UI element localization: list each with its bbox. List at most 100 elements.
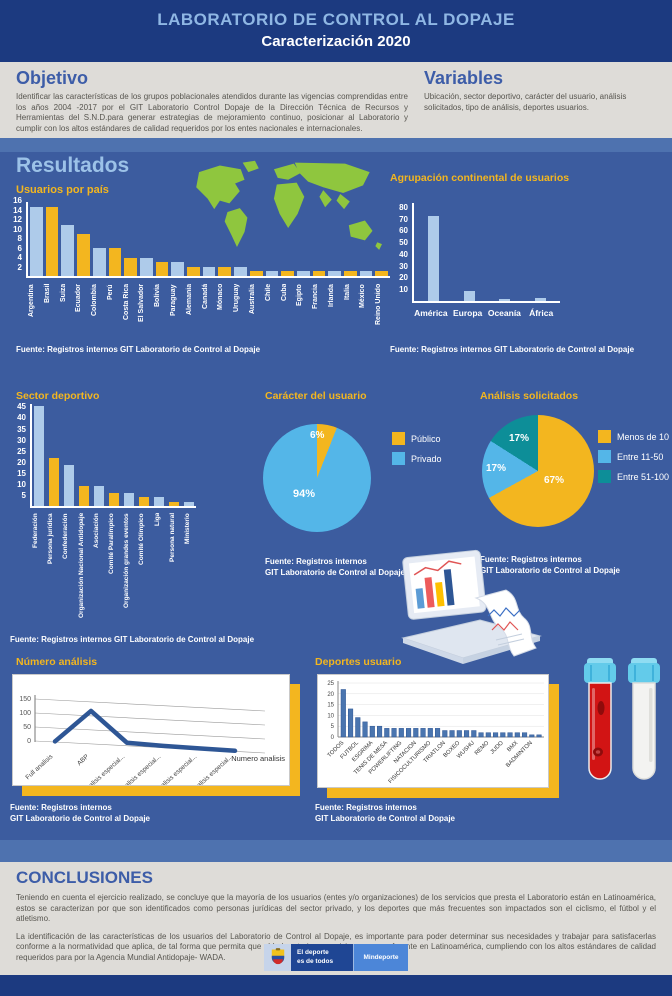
axis-tick: 60 bbox=[399, 226, 408, 236]
variables-heading: Variables bbox=[424, 68, 504, 88]
svg-text:150: 150 bbox=[19, 696, 31, 703]
continent-label: Europa bbox=[452, 308, 483, 318]
axis-tick: 40 bbox=[399, 249, 408, 259]
legend-analisis: Menos de 10 Entre 11-50 Entre 51-100 bbox=[598, 430, 669, 483]
axis-tick: 20 bbox=[17, 457, 26, 467]
bar-América bbox=[428, 215, 440, 301]
axis-tick: 10 bbox=[13, 224, 22, 234]
bar-Australia bbox=[249, 271, 263, 276]
bar-Comité Olímpico bbox=[139, 497, 149, 506]
bar-Liga bbox=[154, 497, 164, 506]
bar-Perú bbox=[108, 248, 122, 276]
chart-continental-labels: América Europa Oceanía África bbox=[412, 308, 560, 318]
bar-Colombia bbox=[92, 248, 106, 276]
mindeporte-wordmark: Mindeporte bbox=[353, 944, 408, 971]
axis-tick: 25 bbox=[17, 446, 26, 456]
objetivo-text: Identificar las características de los g… bbox=[16, 92, 408, 133]
legend-item: Menos de 10 bbox=[598, 430, 669, 443]
svg-text:REMO: REMO bbox=[474, 740, 491, 757]
pie-slice-label: 94% bbox=[293, 488, 316, 500]
sector-label: Organización grandes eventos bbox=[123, 513, 131, 608]
bar-Asociación bbox=[94, 486, 104, 506]
country-label: Ecuador bbox=[75, 284, 83, 313]
chart-title-sector: Sector deportivo bbox=[16, 390, 100, 402]
bar-Persona natural bbox=[169, 501, 179, 506]
source-note: Fuente: Registros internos GIT Laboratori… bbox=[265, 557, 406, 578]
continent-label: África bbox=[529, 308, 554, 318]
country-label: Bolivia bbox=[154, 284, 162, 307]
legend-item: Público bbox=[392, 432, 442, 445]
bar-África bbox=[534, 297, 546, 301]
pie-slice-label: 17% bbox=[486, 463, 507, 474]
legend-swatch bbox=[392, 432, 405, 445]
country-label: Argentina bbox=[28, 284, 35, 317]
laptop-report-illustration bbox=[401, 549, 542, 664]
bar-México bbox=[359, 271, 373, 276]
bar-Francia bbox=[312, 271, 326, 276]
axis-tick: 35 bbox=[17, 424, 26, 434]
continent-label: Oceanía bbox=[487, 308, 521, 318]
chart-title-continental: Agrupación continental de usuarios bbox=[390, 172, 570, 184]
page-title: LABORATORIO DE CONTROL AL DOPAJE bbox=[157, 10, 515, 29]
chart-title-deportes: Deportes usuario bbox=[315, 656, 402, 668]
axis-tick: 8 bbox=[17, 234, 22, 243]
svg-text:20: 20 bbox=[327, 692, 334, 698]
bar-Uruguay bbox=[234, 266, 247, 276]
conclusiones-p1: Teniendo en cuenta el ejercicio realizad… bbox=[16, 893, 656, 924]
bar-Federación bbox=[34, 406, 44, 506]
svg-text:Full analisis: Full analisis bbox=[24, 753, 54, 781]
bar-Brasil bbox=[45, 206, 59, 276]
bar-Persona jurídica bbox=[49, 458, 59, 506]
bar-Chile bbox=[265, 271, 279, 276]
axis-tick: 45 bbox=[17, 402, 26, 412]
axis-tick: 80 bbox=[399, 202, 408, 212]
legend-swatch bbox=[392, 452, 405, 465]
bar-Costa Rica bbox=[124, 257, 137, 276]
chart-panel-deportes: 0 5 10 15 20 25 TODOS FUTBOL ESGRIMA TENIS DE MES… bbox=[317, 674, 549, 788]
svg-text:BADMINTON: BADMINTON bbox=[505, 740, 534, 769]
country-label: Egipto bbox=[296, 284, 304, 306]
chart-panel-numero: 150 100 50 0 Full analisis ABP Analisis especi… bbox=[12, 674, 290, 794]
country-label: Alemania bbox=[185, 284, 193, 316]
variables-section: Variables Ubicación, sector deportivo, c… bbox=[424, 68, 656, 113]
conclusiones-heading: CONCLUSIONES bbox=[16, 868, 153, 887]
bar-Ministerio bbox=[184, 501, 194, 506]
svg-text:Numero analisis: Numero analisis bbox=[231, 754, 285, 763]
bar-Suiza bbox=[61, 225, 75, 276]
sector-label: Ministerio bbox=[183, 513, 191, 544]
pie-caracter-usuario: 6% 94% bbox=[263, 424, 371, 532]
bar-Canadá bbox=[202, 266, 216, 276]
svg-text:50: 50 bbox=[23, 724, 31, 731]
chart-usuarios-pais-labels: Argentina Brasil Suiza Ecuador Colombia Perú C… bbox=[26, 284, 390, 340]
sector-label: Persona jurídica bbox=[47, 513, 55, 564]
pie-slice-label: 67% bbox=[544, 475, 565, 486]
svg-text:0: 0 bbox=[27, 738, 31, 745]
svg-text:5: 5 bbox=[331, 724, 335, 730]
chart-usuarios-pais: 2 4 6 8 10 12 14 16 bbox=[13, 197, 390, 278]
sector-label: Persona natural bbox=[168, 513, 176, 563]
sector-label: Liga bbox=[153, 513, 161, 527]
legend-item: Entre 51-100 bbox=[598, 470, 669, 483]
country-label: Canadá bbox=[201, 284, 209, 310]
legend-label: Privado bbox=[411, 453, 442, 464]
axis-tick: 4 bbox=[17, 253, 22, 262]
bar-Argentina bbox=[30, 206, 43, 276]
legend-item: Privado bbox=[392, 452, 442, 465]
intro-panel: Objetivo Identificar las características… bbox=[0, 62, 672, 138]
bar-El Salvador bbox=[139, 257, 153, 276]
divider-band bbox=[0, 840, 672, 862]
axis-tick: 14 bbox=[13, 205, 22, 215]
axis-tick: 70 bbox=[399, 214, 408, 224]
source-note: Fuente: Registros internos GIT Laboratori… bbox=[315, 803, 456, 824]
country-label: Cuba bbox=[280, 284, 288, 302]
sector-label: Asociación bbox=[92, 513, 100, 548]
sector-label: Organización Nacional Antidopaje bbox=[77, 513, 85, 619]
bar-Comité Paralímpico bbox=[109, 492, 119, 506]
country-label: Brasil bbox=[43, 284, 51, 304]
sector-label: Comité Paralímpico bbox=[107, 513, 115, 574]
sector-label: Confederación bbox=[62, 513, 70, 559]
bar-Mónaco bbox=[218, 266, 232, 276]
country-label: Mónaco bbox=[217, 284, 225, 311]
bar-Europa bbox=[463, 290, 475, 301]
